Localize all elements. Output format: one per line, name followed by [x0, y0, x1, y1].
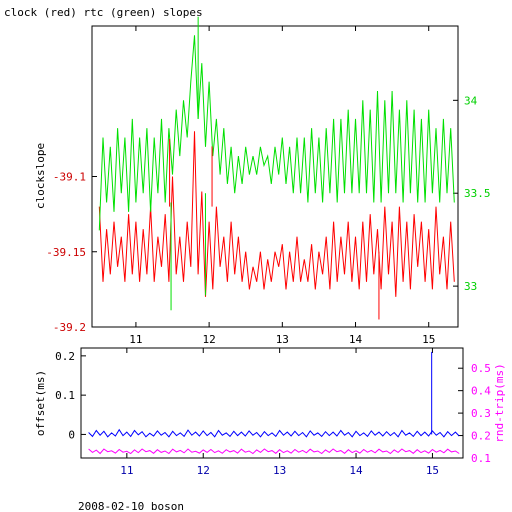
top-y-axis-label: clockslope [34, 143, 47, 209]
bottom-y2-tick-label: 0.2 [471, 430, 491, 443]
top-y-tick-label: -39.2 [53, 321, 86, 334]
bottom-y-tick-label: 0.1 [55, 389, 75, 402]
bottom-y2-tick-label: 0.5 [471, 362, 491, 375]
bottom-series-0-line [88, 428, 460, 438]
bottom-x-tick-label: 12 [197, 464, 210, 477]
top-series-1-line [98, 35, 455, 231]
top-chart-title: clock (red) rtc (green) slopes [4, 6, 203, 19]
top-y2-tick-label: 33 [464, 280, 477, 293]
bottom-y-tick-label: 0 [68, 428, 75, 441]
top-x-tick-label: 14 [349, 333, 363, 346]
bottom-x-tick-label: 15 [426, 464, 439, 477]
top-x-tick-label: 11 [129, 333, 142, 346]
top-y2-tick-label: 33.5 [464, 187, 491, 200]
top-y-tick-label: -39.1 [53, 171, 86, 184]
bottom-y2-tick-label: 0.1 [471, 452, 491, 465]
chart-marks: 11 12 13 14 15 -39.1 -39.15 -39.2 34 33.5 33 11 12 13… [46, 16, 491, 477]
top-series-0-line [98, 131, 455, 297]
top-x-tick-label: 15 [422, 333, 435, 346]
bottom-x-tick-label: 14 [349, 464, 363, 477]
bottom-y2-tick-label: 0.4 [471, 385, 491, 398]
bottom-y2-tick-label: 0.3 [471, 407, 491, 420]
top-y-tick-label: -39.15 [46, 246, 86, 259]
bottom-y-tick-label: 0.2 [55, 350, 75, 363]
top-y2-tick-label: 34 [464, 94, 478, 107]
bottom-series-1-line [88, 448, 460, 455]
bottom-x-tick-label: 11 [120, 464, 133, 477]
top-x-tick-label: 12 [202, 333, 215, 346]
footer-text: 2008-02-10 boson [78, 500, 184, 512]
bottom-x-tick-label: 13 [273, 464, 286, 477]
top-x-tick-label: 13 [276, 333, 289, 346]
bottom-plot-frame [80, 347, 464, 459]
bottom-y-axis-label: offset(ms) [34, 370, 47, 436]
bottom-y2-axis-label: rnd-trip(ms) [493, 363, 506, 442]
